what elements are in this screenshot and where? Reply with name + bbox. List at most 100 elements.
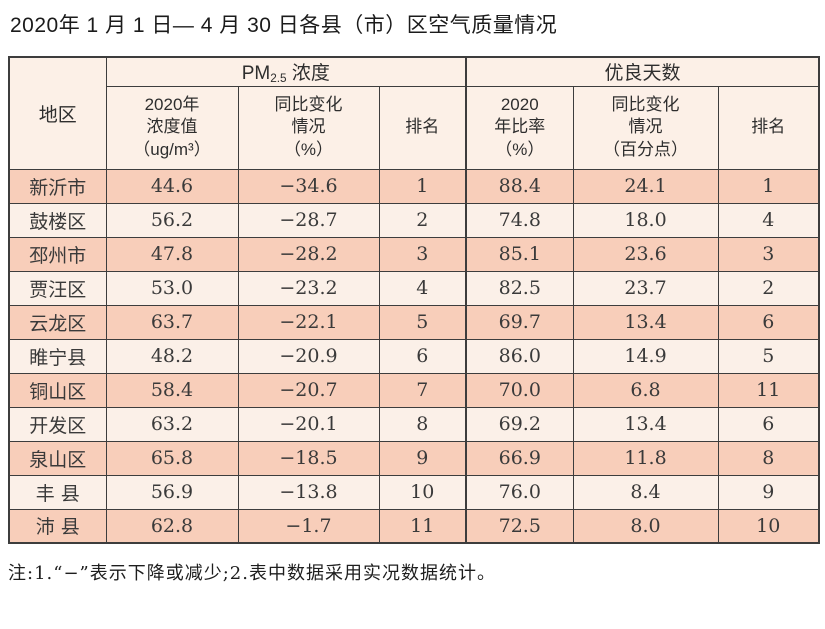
value-cell: 13.4 bbox=[572, 406, 719, 442]
region-cell: 丰 县 bbox=[8, 474, 107, 510]
header-good-change-line2: 情况 bbox=[628, 117, 663, 137]
region-cell: 邳州市 bbox=[8, 236, 107, 272]
value-cell: 48.2 bbox=[105, 338, 239, 374]
value-cell: 72.5 bbox=[465, 508, 574, 544]
region-cell: 云龙区 bbox=[8, 304, 107, 340]
pm25-label-prefix: PM bbox=[241, 63, 271, 85]
header-good-rate-line3: （%） bbox=[495, 139, 545, 159]
header-pm-value-line2: 浓度值 bbox=[146, 117, 198, 137]
table-row: 贾汪区 53.0 −23.2 4 82.5 23.7 2 bbox=[8, 270, 820, 306]
value-cell: 1 bbox=[378, 168, 468, 204]
value-cell: −1.7 bbox=[237, 508, 380, 544]
value-cell: 10 bbox=[378, 474, 468, 510]
region-cell: 新沂市 bbox=[8, 168, 107, 204]
value-cell: −34.6 bbox=[237, 168, 380, 204]
value-cell: 53.0 bbox=[105, 270, 239, 306]
value-cell: 9 bbox=[717, 474, 820, 510]
value-cell: 1 bbox=[717, 168, 820, 204]
value-cell: 62.8 bbox=[105, 508, 239, 544]
header-pm-value-line3: （ug/m³） bbox=[133, 139, 211, 159]
region-cell: 沛 县 bbox=[8, 508, 107, 544]
value-cell: 63.2 bbox=[105, 406, 239, 442]
value-cell: −20.1 bbox=[237, 406, 380, 442]
value-cell: 2 bbox=[717, 270, 820, 306]
header-good-rank: 排名 bbox=[717, 85, 820, 170]
header-pm-change-line1: 同比变化 bbox=[274, 95, 343, 115]
value-cell: 3 bbox=[378, 236, 468, 272]
value-cell: 58.4 bbox=[105, 372, 239, 408]
header-good-rate-line2: 年比率 bbox=[494, 117, 546, 137]
region-cell: 泉山区 bbox=[8, 440, 107, 476]
value-cell: −20.7 bbox=[237, 372, 380, 408]
value-cell: 88.4 bbox=[465, 168, 574, 204]
header-pm-value-line1: 2020年 bbox=[144, 95, 200, 115]
value-cell: −20.9 bbox=[237, 338, 380, 374]
header-good-days-group: 优良天数 bbox=[465, 56, 820, 87]
value-cell: 76.0 bbox=[465, 474, 574, 510]
region-cell: 鼓楼区 bbox=[8, 202, 107, 238]
value-cell: 86.0 bbox=[465, 338, 574, 374]
header-pm-change: 同比变化 情况 （%） bbox=[237, 85, 380, 170]
value-cell: 82.5 bbox=[465, 270, 574, 306]
header-pm-value: 2020年 浓度值 （ug/m³） bbox=[105, 85, 239, 170]
value-cell: 5 bbox=[378, 304, 468, 340]
value-cell: 11 bbox=[378, 508, 468, 544]
region-cell: 睢宁县 bbox=[8, 338, 107, 374]
table-row: 泉山区 65.8 −18.5 9 66.9 11.8 8 bbox=[8, 440, 820, 476]
header-pm-rank: 排名 bbox=[378, 85, 468, 170]
value-cell: 8.0 bbox=[572, 508, 719, 544]
table-row: 新沂市 44.6 −34.6 1 88.4 24.1 1 bbox=[8, 168, 820, 204]
value-cell: 56.2 bbox=[105, 202, 239, 238]
value-cell: 47.8 bbox=[105, 236, 239, 272]
value-cell: 8.4 bbox=[572, 474, 719, 510]
value-cell: 65.8 bbox=[105, 440, 239, 476]
value-cell: 24.1 bbox=[572, 168, 719, 204]
header-good-change-line1: 同比变化 bbox=[611, 95, 680, 115]
value-cell: 3 bbox=[717, 236, 820, 272]
table-row: 开发区 63.2 −20.1 8 69.2 13.4 6 bbox=[8, 406, 820, 442]
value-cell: 23.6 bbox=[572, 236, 719, 272]
value-cell: −28.2 bbox=[237, 236, 380, 272]
header-good-rate-line1: 2020 bbox=[500, 95, 539, 115]
header-good-rate: 2020 年比率 （%） bbox=[465, 85, 574, 170]
value-cell: −28.7 bbox=[237, 202, 380, 238]
header-cols-row: 2020年 浓度值 （ug/m³） 同比变化 情况 （%） 排名 2020 年比… bbox=[9, 85, 820, 170]
value-cell: 7 bbox=[378, 372, 468, 408]
value-cell: 69.7 bbox=[465, 304, 574, 340]
page-title: 2020年 1 月 1 日— 4 月 30 日各县（市）区空气质量情况 bbox=[10, 14, 558, 37]
value-cell: 8 bbox=[717, 440, 820, 476]
header-pm-change-line2: 情况 bbox=[291, 117, 326, 137]
header-pm-change-line3: （%） bbox=[283, 139, 334, 159]
value-cell: 6.8 bbox=[572, 372, 719, 408]
table-row: 睢宁县 48.2 −20.9 6 86.0 14.9 5 bbox=[8, 338, 820, 374]
header-region: 地区 bbox=[8, 56, 107, 170]
value-cell: 23.7 bbox=[572, 270, 719, 306]
value-cell: 4 bbox=[717, 202, 820, 238]
table-row: 沛 县 62.8 −1.7 11 72.5 8.0 10 bbox=[8, 508, 820, 544]
table-body: 新沂市 44.6 −34.6 1 88.4 24.1 1 鼓楼区 56.2 −28.7 2 74.8 1… bbox=[8, 168, 820, 544]
air-quality-table: 地区 PM2.5 浓度 优良天数 2020年 浓度值 （ug/m³） 同比变化 … bbox=[8, 56, 821, 544]
value-cell: 5 bbox=[717, 338, 820, 374]
value-cell: 11 bbox=[717, 372, 820, 408]
region-cell: 贾汪区 bbox=[8, 270, 107, 306]
value-cell: −18.5 bbox=[237, 440, 380, 476]
value-cell: 6 bbox=[717, 406, 820, 442]
value-cell: 74.8 bbox=[465, 202, 574, 238]
value-cell: 2 bbox=[378, 202, 468, 238]
value-cell: −23.2 bbox=[237, 270, 380, 306]
header-group-row: 地区 PM2.5 浓度 优良天数 bbox=[8, 56, 820, 170]
value-cell: 11.8 bbox=[572, 440, 719, 476]
region-cell: 铜山区 bbox=[8, 372, 107, 408]
pm25-label-suffix: 浓度 bbox=[286, 63, 330, 85]
value-cell: 9 bbox=[378, 440, 468, 476]
header-pm25-group: PM2.5 浓度 bbox=[105, 56, 468, 87]
table-row: 云龙区 63.7 −22.1 5 69.7 13.4 6 bbox=[8, 304, 820, 340]
value-cell: 18.0 bbox=[572, 202, 719, 238]
value-cell: 85.1 bbox=[465, 236, 574, 272]
header-good-change: 同比变化 情况 （百分点） bbox=[572, 85, 719, 170]
value-cell: 10 bbox=[717, 508, 820, 544]
table-row: 丰 县 56.9 −13.8 10 76.0 8.4 9 bbox=[8, 474, 820, 510]
region-cell: 开发区 bbox=[8, 406, 107, 442]
value-cell: 63.7 bbox=[105, 304, 239, 340]
value-cell: 56.9 bbox=[105, 474, 239, 510]
